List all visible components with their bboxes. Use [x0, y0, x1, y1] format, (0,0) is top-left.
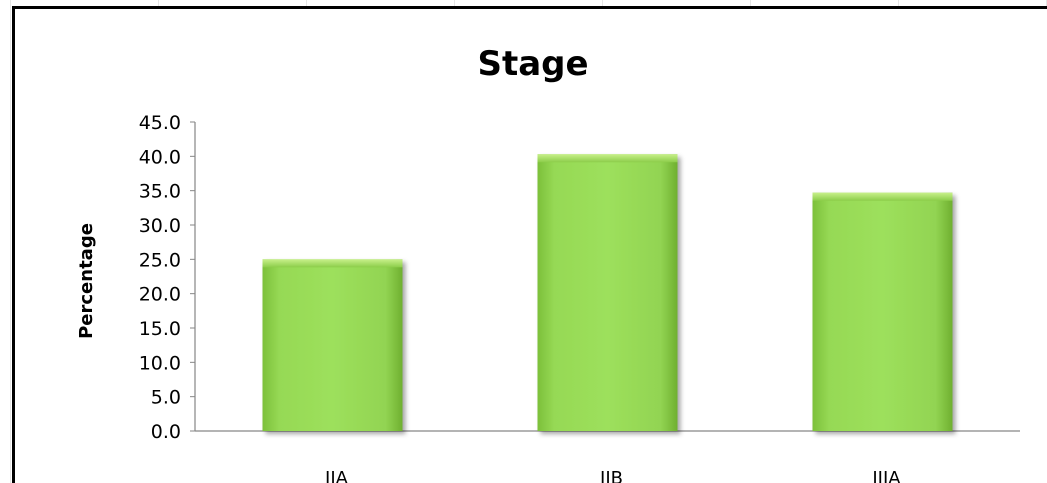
chart-area: Stage Percentage 0.0 5.0 10.0 15.0 20.0 25.0 3…: [12, 6, 1047, 483]
bar-bevel-top: [262, 259, 403, 268]
y-tick-label: 25.0: [139, 249, 181, 271]
y-tick-label: 0.0: [151, 421, 181, 443]
bar-chart: Stage Percentage 0.0 5.0 10.0 15.0 20.0 25.0 3…: [76, 44, 1020, 483]
bar-iib: [537, 154, 678, 432]
x-category-label: IIB: [600, 468, 623, 483]
x-axis-labels: IIA IIB IIIA: [325, 468, 901, 483]
y-tick-label: 40.0: [139, 146, 181, 168]
y-tick-label: 45.0: [139, 112, 181, 134]
y-axis-label: Percentage: [76, 223, 97, 339]
y-tick-label: 5.0: [151, 387, 181, 409]
bar-iiia: [812, 192, 953, 431]
bar-iia: [262, 259, 403, 431]
x-category-label: IIIA: [872, 468, 901, 483]
y-tick-label: 20.0: [139, 284, 181, 306]
y-tick-label: 35.0: [139, 181, 181, 203]
y-tick-label: 30.0: [139, 215, 181, 237]
bar-body: [812, 192, 953, 431]
bar-body: [537, 154, 678, 432]
bar-bevel-top: [537, 154, 678, 163]
y-tick-label: 10.0: [139, 352, 181, 374]
chart-title: Stage: [477, 44, 588, 84]
y-axis-ticks: 0.0 5.0 10.0 15.0 20.0 25.0 30.0 35.0 40.0 45.0: [139, 112, 195, 443]
bar-bevel-top: [812, 192, 953, 201]
x-category-label: IIA: [325, 468, 349, 483]
y-tick-label: 15.0: [139, 318, 181, 340]
bar-body: [262, 259, 403, 431]
bars: [262, 154, 953, 432]
